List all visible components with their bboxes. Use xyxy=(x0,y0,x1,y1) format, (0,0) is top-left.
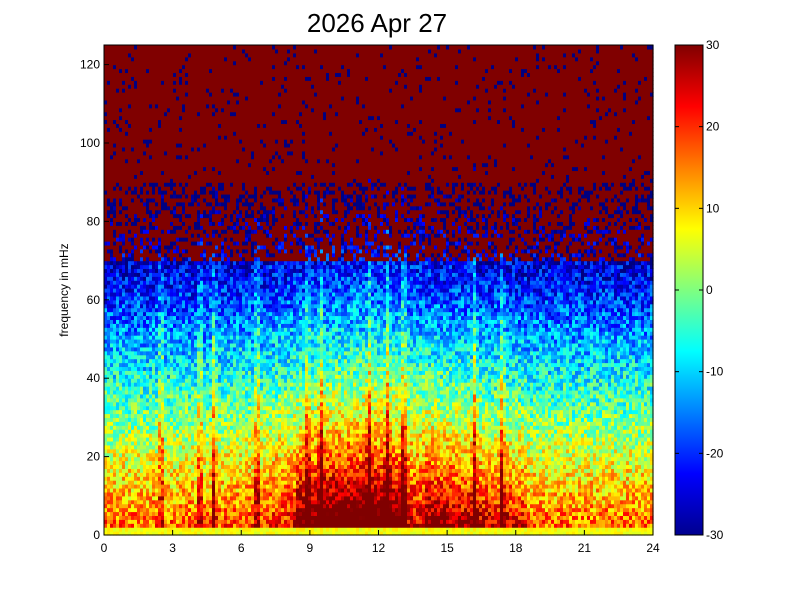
heatmap-cells xyxy=(104,45,654,536)
chart-title: 2026 Apr 27 xyxy=(307,8,447,38)
plot-area xyxy=(104,45,654,536)
